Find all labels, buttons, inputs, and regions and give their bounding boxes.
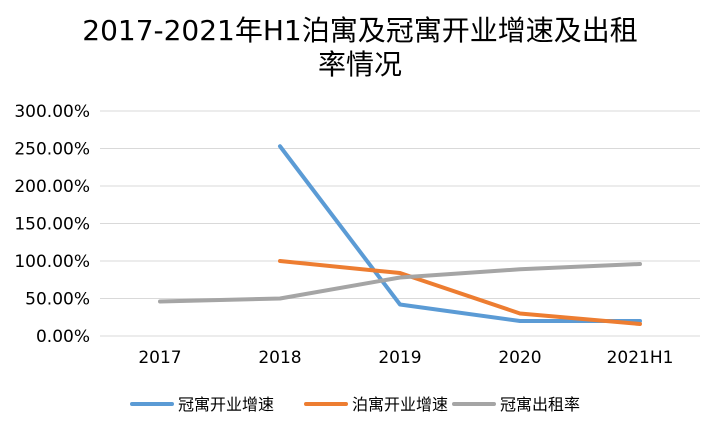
y-tick-label: 100.00% (14, 252, 90, 272)
chart-title-line1: 2017-2021年H1泊寓及冠寓开业增速及出租 (82, 14, 638, 47)
x-tick-label: 2019 (378, 348, 421, 368)
y-tick-label: 50.00% (25, 290, 90, 310)
chart-title-line2: 率情况 (317, 48, 402, 81)
y-tick-label: 250.00% (14, 140, 90, 160)
y-tick-label: 200.00% (14, 177, 90, 197)
x-tick-label: 2017 (138, 348, 181, 368)
x-axis-ticks: 2017 2018 2019 2020 2021H1 (138, 348, 673, 368)
chart-title: 2017-2021年H1泊寓及冠寓开业增速及出租 率情况 (0, 14, 720, 82)
legend-label: 泊寓开业增速 (352, 395, 448, 414)
legend-label: 冠寓出租率 (500, 395, 580, 414)
series-lines (158, 144, 642, 326)
series-line-3 (158, 262, 642, 304)
legend-label: 冠寓开业增速 (178, 395, 274, 414)
series-line-1 (278, 144, 642, 323)
y-tick-label: 150.00% (14, 215, 90, 235)
x-tick-label: 2018 (258, 348, 301, 368)
y-tick-label: 300.00% (14, 102, 90, 122)
x-tick-label: 2020 (498, 348, 541, 368)
x-tick-label: 2021H1 (607, 348, 674, 368)
y-axis-ticks: 300.00% 250.00% 200.00% 150.00% 100.00% 50.00… (14, 102, 90, 347)
series-line-2 (278, 259, 642, 326)
legend: 冠寓开业增速 泊寓开业增速 冠寓出租率 (130, 395, 580, 414)
y-tick-label: 0.00% (36, 327, 90, 347)
